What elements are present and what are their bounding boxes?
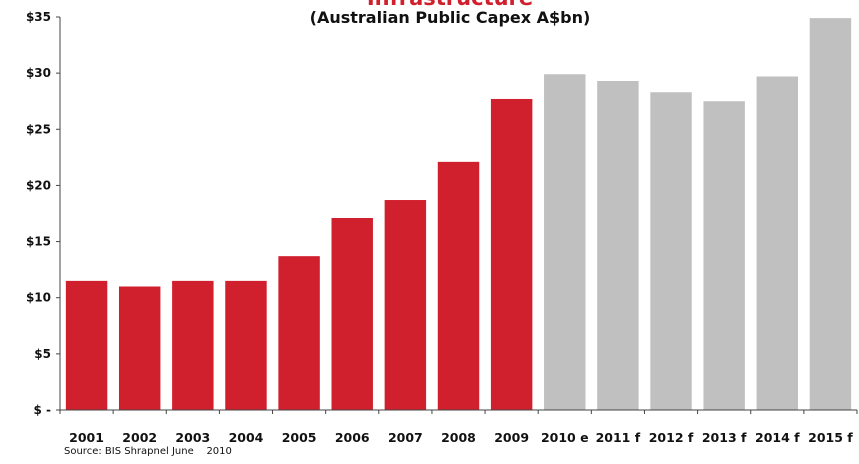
bar-2012-f [650,92,692,410]
source-note: Source: BIS Shrapnel June 2010 [64,446,232,457]
bar-2008 [437,161,480,410]
x-tick-label: 2004 [229,430,264,445]
x-tick-label: 2012 f [649,430,694,445]
x-tick-label: 2014 f [755,430,800,445]
x-tick-label: 2011 f [596,430,641,445]
y-tick-label: $ - [33,403,51,417]
x-tick-label: 2002 [122,430,157,445]
bar-2003 [172,280,214,410]
bar-2009 [490,98,533,411]
y-tick-label: $20 [26,178,51,192]
x-tick-label: 2015 f [808,430,853,445]
x-tick-label: 2001 [69,430,104,445]
bar-2005 [278,256,320,410]
bar-2013-f [703,101,745,410]
bars-group [65,18,852,411]
bar-2014-f [756,76,799,411]
bar-2007 [384,200,427,410]
y-tick-label: $25 [26,122,51,136]
x-tick-label: 2005 [282,430,317,445]
y-tick-label: $15 [26,235,51,249]
bar-2002 [118,286,161,410]
bar-2010-e [544,74,586,410]
bar-2015-f [809,18,852,410]
x-tick-label: 2003 [175,430,210,445]
y-tick-label: $35 [26,10,51,24]
x-tick-label: 2007 [388,430,423,445]
x-tick-label: 2009 [494,430,529,445]
x-tick-label: 2008 [441,430,476,445]
bar-2006 [331,217,373,410]
bar-2004 [225,280,267,410]
chart-title: Infrastructure [340,0,560,10]
bar-2011-f [597,81,639,410]
y-axis: $ - $5 $10 $15 $20 $25 $30 $35 [26,10,61,417]
bar-2001 [65,280,108,410]
x-axis: 2001 2002 2003 2004 2005 2006 2007 2008 2009 2010… [59,409,858,445]
y-tick-label: $5 [34,347,51,361]
x-tick-label: 2010 e [541,430,589,445]
x-tick-label: 2013 f [702,430,747,445]
y-tick-label: $10 [26,291,51,305]
chart-subtitle: (Australian Public Capex A$bn) [309,8,591,27]
y-tick-label: $30 [26,66,51,80]
x-tick-label: 2006 [335,430,370,445]
